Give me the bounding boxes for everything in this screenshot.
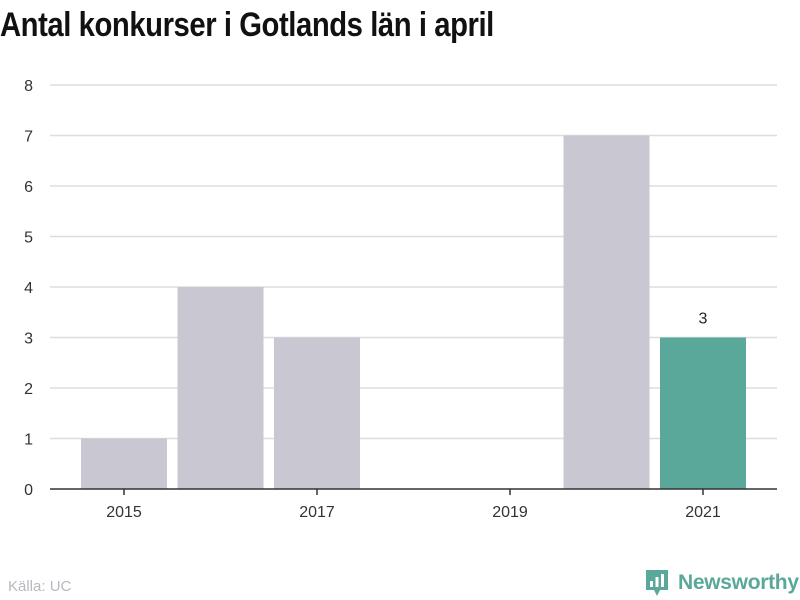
y-tick-label: 8	[24, 78, 33, 95]
brand-name: Newsworthy	[678, 571, 799, 594]
y-tick-label: 5	[24, 230, 33, 247]
source-note: Källa: UC	[8, 578, 72, 595]
chart-title: Antal konkurser i Gotlands län i april	[0, 6, 494, 44]
y-tick-label: 1	[24, 432, 33, 449]
newsworthy-logo-icon	[646, 570, 668, 596]
y-tick-label: 4	[24, 280, 33, 297]
x-tick-label: 2019	[492, 504, 528, 521]
bar-2020	[563, 135, 650, 489]
y-tick-label: 2	[24, 381, 33, 398]
y-tick-label: 3	[24, 331, 33, 348]
bar-2021	[660, 337, 746, 489]
bar-chart: 0 1 2 3 4 5 6 7 8 3 2015 2017 2019 2021	[24, 78, 777, 521]
brand-logo: Newsworthy	[644, 568, 799, 598]
y-tick-label: 6	[24, 179, 33, 196]
x-tick-label: 2021	[685, 504, 721, 521]
bar-2017	[274, 337, 360, 489]
y-tick-label: 0	[24, 482, 33, 499]
x-tick-label: 2015	[106, 504, 142, 521]
y-tick-label: 7	[24, 129, 33, 146]
bar-2016	[177, 287, 264, 489]
bar-2015	[81, 438, 167, 489]
x-tick-label: 2017	[299, 504, 335, 521]
data-label: 3	[699, 311, 708, 328]
